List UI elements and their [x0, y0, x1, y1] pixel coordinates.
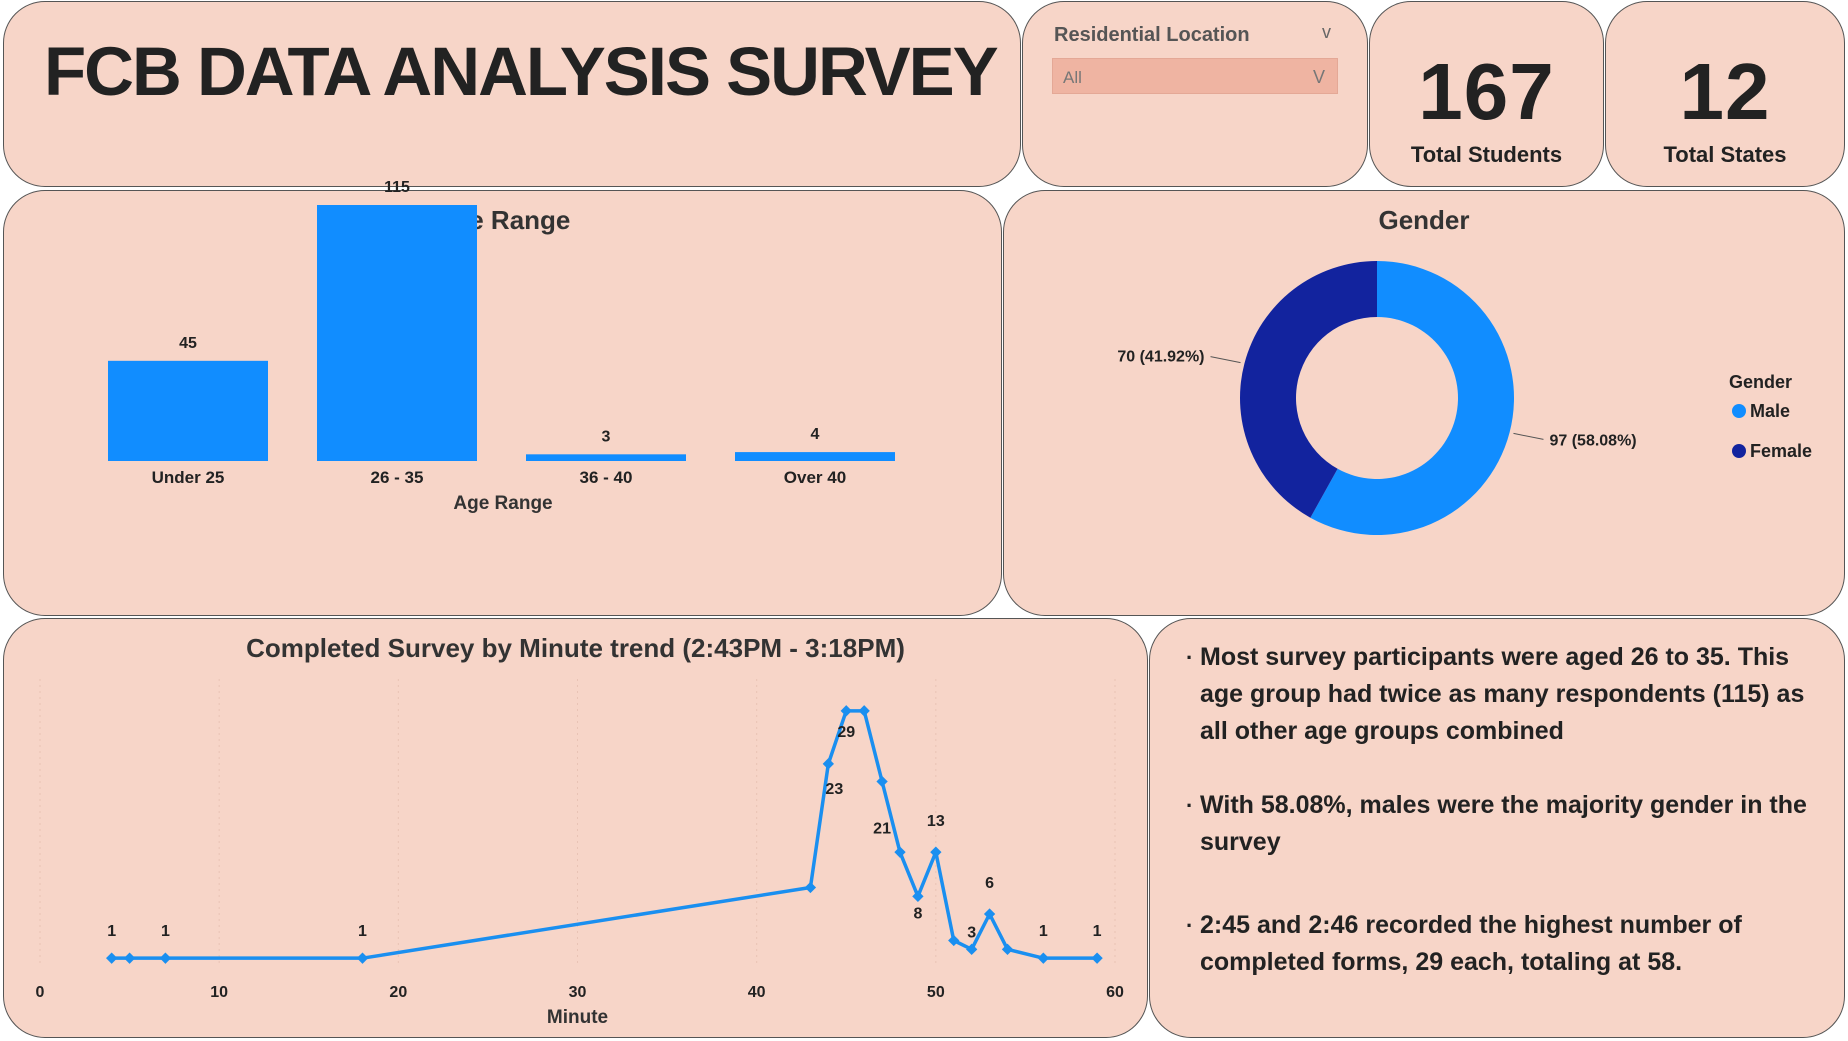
line-data-label: 1	[161, 923, 170, 940]
insight-item: · With 58.08%, males were the majority g…	[1186, 787, 1816, 861]
bullet-icon: ·	[1186, 913, 1194, 938]
data-point	[1091, 952, 1103, 964]
data-point	[1037, 952, 1049, 964]
leader-line	[1513, 432, 1544, 440]
age-range-bar-chart: 45 Under 25 115 26 - 35 3 36 - 40 4 Over 40 Age …	[108, 179, 895, 514]
x-axis-label: Age Range	[453, 493, 552, 514]
chart-title[interactable]: Completed Survey by Minute trend (2:43PM…	[246, 633, 905, 663]
kpi-card-total-students: 167 Total Students	[1369, 1, 1604, 187]
insights-panel: · Most survey participants were aged 26 …	[1149, 618, 1845, 1038]
slicer-label: Residential Location	[1054, 24, 1250, 46]
residential-location-slicer: Residential Location v All V	[1022, 1, 1368, 187]
insight-text: With 58.08%, males were the majority gen…	[1200, 791, 1807, 856]
line-data-label: 3	[967, 925, 976, 942]
data-point	[123, 952, 136, 964]
data-point	[966, 943, 978, 955]
chart-title[interactable]: Gender	[1378, 205, 1470, 235]
data-point	[356, 952, 369, 964]
x-tick-label: Under 25	[152, 468, 225, 487]
dropdown-chevron-icon[interactable]: V	[1312, 67, 1325, 87]
line-data-label: 1	[1039, 923, 1048, 940]
minute-trend-line-chart: 0 10 20 30 40 50 60 Minute 1 1 1 23 29 21 8 13 3 6 1 1	[36, 679, 1124, 1028]
bullet-icon: ·	[1186, 793, 1194, 818]
legend-label: Male	[1750, 401, 1790, 421]
line-data-label: 6	[985, 875, 994, 892]
legend-title: Gender	[1729, 372, 1792, 392]
kpi-card-total-states: 12 Total States	[1605, 1, 1845, 187]
line-data-label: 23	[825, 781, 843, 798]
line-data-label: 1	[1093, 923, 1102, 940]
x-tick-label: Over 40	[784, 468, 846, 487]
data-point	[876, 775, 888, 788]
x-axis-label: Minute	[547, 1007, 608, 1028]
insight-item: · Most survey participants were aged 26 …	[1186, 639, 1816, 750]
insight-item: · 2:45 and 2:46 recorded the highest num…	[1186, 907, 1816, 981]
data-point	[912, 890, 924, 902]
legend-swatch	[1732, 404, 1746, 418]
slice-data-label: 97 (58.08%)	[1549, 432, 1636, 449]
slice-data-label: 70 (41.92%)	[1117, 349, 1204, 366]
line-data-label: 1	[358, 923, 367, 940]
kpi-value: 12	[1679, 47, 1771, 136]
legend-swatch	[1732, 444, 1746, 458]
x-tick-label: 20	[389, 984, 407, 1001]
data-point	[804, 881, 817, 894]
data-point	[840, 705, 852, 717]
line-data-label: 29	[837, 724, 855, 741]
trend-line	[111, 709, 1098, 960]
bar-data-label: 45	[179, 335, 197, 352]
line-data-label: 21	[873, 821, 891, 838]
bar-data-label: 4	[811, 426, 820, 443]
bar	[735, 452, 895, 461]
slicer-dropdown[interactable]: All V	[1052, 58, 1338, 94]
kpi-label: Total Students	[1410, 142, 1563, 167]
data-point	[1001, 943, 1014, 955]
bar	[317, 205, 477, 461]
slicer-selected-value: All	[1063, 68, 1082, 87]
leader-line	[1210, 356, 1241, 364]
bar-data-label: 115	[384, 179, 410, 196]
minute-trend-chart-panel: Completed Survey by Minute trend (2:43PM…	[3, 618, 1148, 1038]
data-point	[822, 758, 834, 770]
title-panel: FCB DATA ANALYSIS SURVEY	[3, 1, 1021, 187]
data-point	[948, 934, 960, 947]
kpi-label: Total States	[1663, 142, 1787, 167]
x-tick-label: 10	[210, 984, 228, 1001]
donut-slice-male	[1310, 261, 1514, 535]
age-range-chart-panel: Age Range 45 Under 25 115 26 - 35 3 36 - 40 4 O…	[3, 179, 1002, 616]
bar-data-label: 3	[602, 428, 611, 445]
chevron-down-icon[interactable]: v	[1322, 22, 1331, 42]
data-point	[983, 908, 996, 920]
line-data-label: 1	[107, 923, 116, 940]
x-tick-label: 36 - 40	[580, 468, 633, 487]
insight-text: 2:45 and 2:46 recorded the highest numbe…	[1200, 911, 1742, 976]
kpi-value: 167	[1418, 47, 1555, 136]
line-data-label: 8	[913, 905, 922, 922]
x-tick-label: 30	[569, 984, 587, 1001]
x-tick-label: 26 - 35	[371, 468, 424, 487]
data-point	[106, 952, 118, 964]
legend-label: Female	[1750, 441, 1812, 461]
page-title: FCB DATA ANALYSIS SURVEY	[44, 33, 999, 110]
bullet-icon: ·	[1186, 645, 1194, 670]
x-tick-label: 50	[927, 984, 945, 1001]
data-point	[159, 952, 172, 964]
x-tick-label: 0	[36, 984, 45, 1001]
line-data-label: 13	[927, 813, 945, 830]
x-tick-label: 40	[748, 984, 766, 1001]
donut-slice-female	[1240, 261, 1377, 518]
data-point	[930, 846, 942, 858]
data-point	[858, 705, 870, 717]
gender-donut-chart: 97 (58.08%) 70 (41.92%) Gender Male Female	[1117, 261, 1812, 535]
x-tick-label: 60	[1106, 984, 1124, 1001]
insight-text: Most survey participants were aged 26 to…	[1200, 643, 1805, 745]
bar	[108, 360, 268, 461]
bar	[526, 454, 686, 461]
gender-chart-panel: Gender 97 (58.08%) 70 (41.92%) Gender Male F…	[1003, 190, 1845, 616]
data-point	[894, 846, 906, 858]
